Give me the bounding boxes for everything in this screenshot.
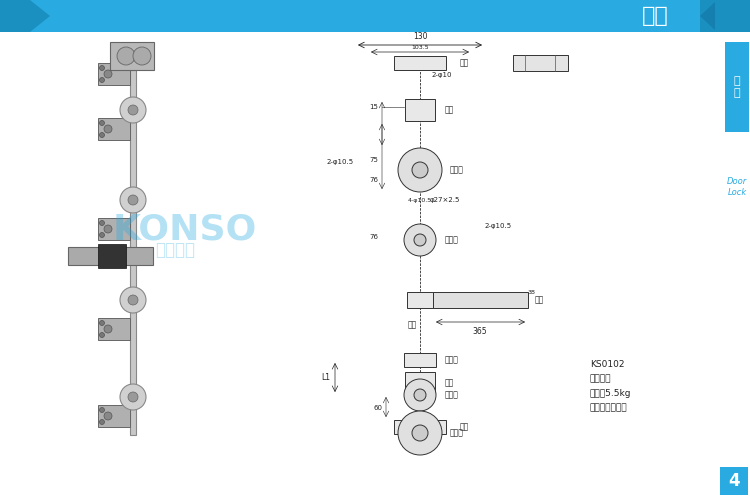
- Bar: [130, 70, 136, 435]
- Text: 2-φ10: 2-φ10: [432, 72, 452, 78]
- Text: 130: 130: [413, 32, 428, 41]
- Text: 76: 76: [369, 177, 378, 183]
- Polygon shape: [700, 0, 750, 32]
- Circle shape: [100, 66, 104, 70]
- Bar: [404, 353, 436, 367]
- Bar: [98, 318, 130, 340]
- Circle shape: [100, 220, 104, 226]
- Text: 小托架: 小托架: [445, 390, 459, 400]
- Circle shape: [104, 412, 112, 420]
- Text: Door
Lock: Door Lock: [727, 178, 747, 197]
- Bar: [98, 118, 130, 140]
- Bar: [68, 247, 153, 265]
- Bar: [394, 420, 446, 434]
- Bar: [720, 467, 748, 495]
- Bar: [725, 42, 749, 132]
- Circle shape: [120, 384, 146, 410]
- Circle shape: [104, 70, 112, 78]
- Text: 2-φ10.5: 2-φ10.5: [326, 159, 353, 165]
- Circle shape: [100, 132, 104, 138]
- Text: 大托架: 大托架: [450, 428, 464, 438]
- Text: 15: 15: [369, 104, 378, 110]
- Text: 門
鎖: 門 鎖: [734, 76, 740, 98]
- Circle shape: [104, 125, 112, 133]
- Circle shape: [120, 287, 146, 313]
- Text: 76: 76: [369, 234, 378, 240]
- Circle shape: [120, 187, 146, 213]
- Circle shape: [104, 325, 112, 333]
- Text: 手柄座: 手柄座: [445, 356, 459, 364]
- Text: 坤映金属: 坤映金属: [155, 241, 195, 259]
- Text: 横头: 横头: [445, 106, 454, 114]
- Text: 横底: 横底: [460, 58, 470, 68]
- Circle shape: [117, 47, 135, 65]
- Circle shape: [128, 295, 138, 305]
- Text: 手柄: 手柄: [535, 296, 544, 304]
- Bar: [0, 0, 750, 32]
- Circle shape: [100, 408, 104, 412]
- Circle shape: [100, 78, 104, 82]
- Circle shape: [100, 320, 104, 326]
- Text: 60: 60: [373, 405, 382, 411]
- Circle shape: [128, 392, 138, 402]
- Text: 門鎖: 門鎖: [641, 6, 668, 26]
- Text: KONSO: KONSO: [112, 213, 257, 247]
- Text: 方块: 方块: [407, 320, 417, 330]
- Text: 75: 75: [369, 157, 378, 163]
- Bar: [512, 55, 568, 71]
- Bar: [98, 405, 130, 427]
- Bar: [433, 292, 528, 308]
- Circle shape: [412, 425, 428, 441]
- Circle shape: [128, 195, 138, 205]
- Circle shape: [404, 224, 436, 256]
- Text: 103.5: 103.5: [411, 45, 429, 50]
- Circle shape: [398, 148, 442, 192]
- Bar: [394, 56, 446, 70]
- Polygon shape: [700, 2, 715, 30]
- Circle shape: [100, 420, 104, 424]
- Text: KS0102
材质：钢
重量：5.5kg
表面处理：镀锌: KS0102 材质：钢 重量：5.5kg 表面处理：镀锌: [590, 360, 632, 413]
- Text: 38: 38: [528, 290, 536, 294]
- Circle shape: [414, 389, 426, 401]
- Text: 大托架: 大托架: [450, 166, 464, 174]
- Bar: [407, 292, 433, 308]
- Circle shape: [128, 105, 138, 115]
- Text: φ27×2.5: φ27×2.5: [430, 197, 460, 203]
- Bar: [405, 99, 435, 121]
- Polygon shape: [0, 0, 50, 32]
- Bar: [98, 218, 130, 240]
- Bar: [98, 63, 130, 85]
- Text: L1: L1: [321, 373, 330, 382]
- Text: 小托架: 小托架: [445, 236, 459, 244]
- Text: 4-φ10.5: 4-φ10.5: [408, 198, 432, 203]
- Circle shape: [414, 234, 426, 246]
- Circle shape: [120, 97, 146, 123]
- Bar: [405, 372, 435, 394]
- Text: 2-φ10.5: 2-φ10.5: [485, 223, 512, 229]
- Circle shape: [398, 411, 442, 455]
- Circle shape: [133, 47, 151, 65]
- Text: 横底: 横底: [460, 422, 470, 432]
- Text: 横头: 横头: [445, 378, 454, 388]
- Bar: [98, 244, 126, 268]
- Text: 365: 365: [472, 327, 488, 336]
- Circle shape: [412, 162, 428, 178]
- Bar: [110, 42, 154, 70]
- Text: 4: 4: [728, 472, 740, 490]
- Circle shape: [104, 225, 112, 233]
- Circle shape: [100, 332, 104, 338]
- Circle shape: [100, 232, 104, 237]
- Circle shape: [100, 120, 104, 126]
- Circle shape: [404, 379, 436, 411]
